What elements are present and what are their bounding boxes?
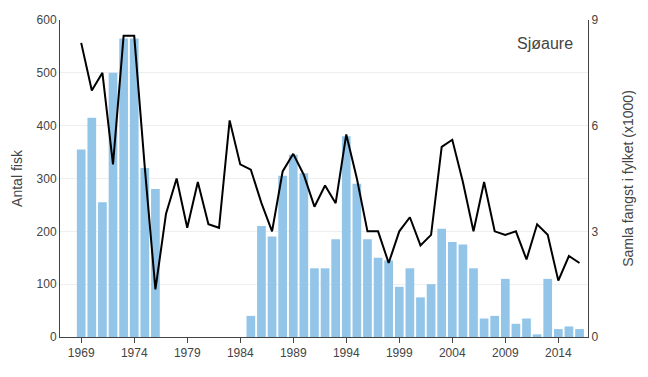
svg-text:0: 0 bbox=[50, 330, 57, 344]
svg-text:3: 3 bbox=[591, 225, 598, 239]
svg-text:1979: 1979 bbox=[174, 346, 201, 360]
svg-text:1989: 1989 bbox=[280, 346, 307, 360]
svg-text:1994: 1994 bbox=[333, 346, 360, 360]
svg-text:500: 500 bbox=[37, 66, 57, 80]
svg-text:2014: 2014 bbox=[545, 346, 572, 360]
svg-text:Samla fangst i fylket (x1000): Samla fangst i fylket (x1000) bbox=[620, 90, 636, 267]
svg-text:Antal fisk: Antal fisk bbox=[9, 149, 25, 207]
svg-text:1974: 1974 bbox=[121, 346, 148, 360]
svg-text:400: 400 bbox=[37, 119, 57, 133]
svg-text:Sjøaure: Sjøaure bbox=[517, 35, 573, 52]
svg-text:9: 9 bbox=[591, 13, 598, 27]
svg-text:300: 300 bbox=[37, 172, 57, 186]
svg-text:1969: 1969 bbox=[68, 346, 95, 360]
svg-text:6: 6 bbox=[591, 119, 598, 133]
svg-text:100: 100 bbox=[37, 277, 57, 291]
svg-text:2009: 2009 bbox=[492, 346, 519, 360]
svg-text:1984: 1984 bbox=[227, 346, 254, 360]
svg-text:600: 600 bbox=[37, 13, 57, 27]
svg-text:200: 200 bbox=[37, 225, 57, 239]
svg-text:1999: 1999 bbox=[386, 346, 413, 360]
svg-text:0: 0 bbox=[591, 330, 598, 344]
svg-text:2004: 2004 bbox=[439, 346, 466, 360]
